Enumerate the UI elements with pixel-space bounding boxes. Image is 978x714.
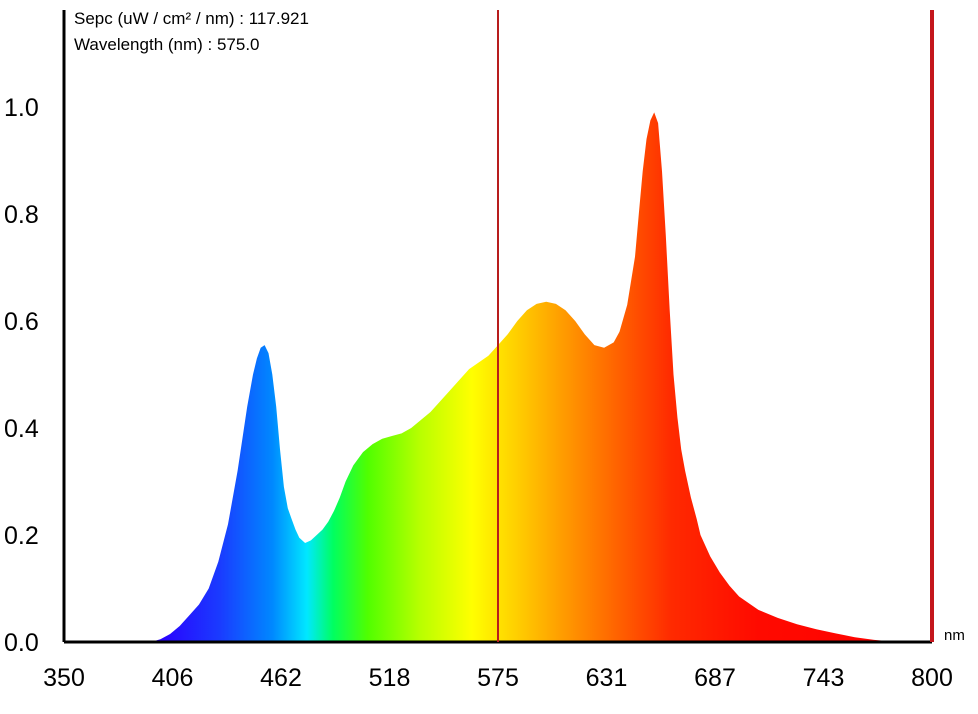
x-tick-label: 687: [694, 664, 736, 692]
x-tick-label: 350: [43, 664, 85, 692]
x-tick-labels: 350 406 462 518 575 631 687 743 800 nm: [43, 627, 965, 692]
y-tick-labels: 0.0 0.2 0.4 0.6 0.8 1.0: [4, 94, 39, 657]
marker-layer: [497, 10, 934, 642]
y-tick-label: 0.2: [4, 522, 39, 550]
y-tick-label: 0.0: [4, 629, 39, 657]
y-tick-label: 0.6: [4, 308, 39, 336]
x-tick-label: 631: [586, 664, 628, 692]
x-tick-label: 743: [803, 664, 845, 692]
x-unit-label: nm: [944, 627, 965, 644]
y-tick-label: 0.8: [4, 201, 39, 229]
y-tick-label: 0.4: [4, 415, 39, 443]
x-tick-label: 406: [152, 664, 194, 692]
x-tick-label: 575: [477, 664, 519, 692]
x-tick-label: 462: [260, 664, 302, 692]
x-tick-label: 800: [911, 664, 953, 692]
spec-readout: Sepc (uW / cm² / nm) : 117.921: [74, 9, 309, 28]
x-tick-label: 518: [369, 664, 411, 692]
y-tick-label: 1.0: [4, 94, 39, 122]
wavelength-readout: Wavelength (nm) : 575.0: [74, 35, 260, 54]
